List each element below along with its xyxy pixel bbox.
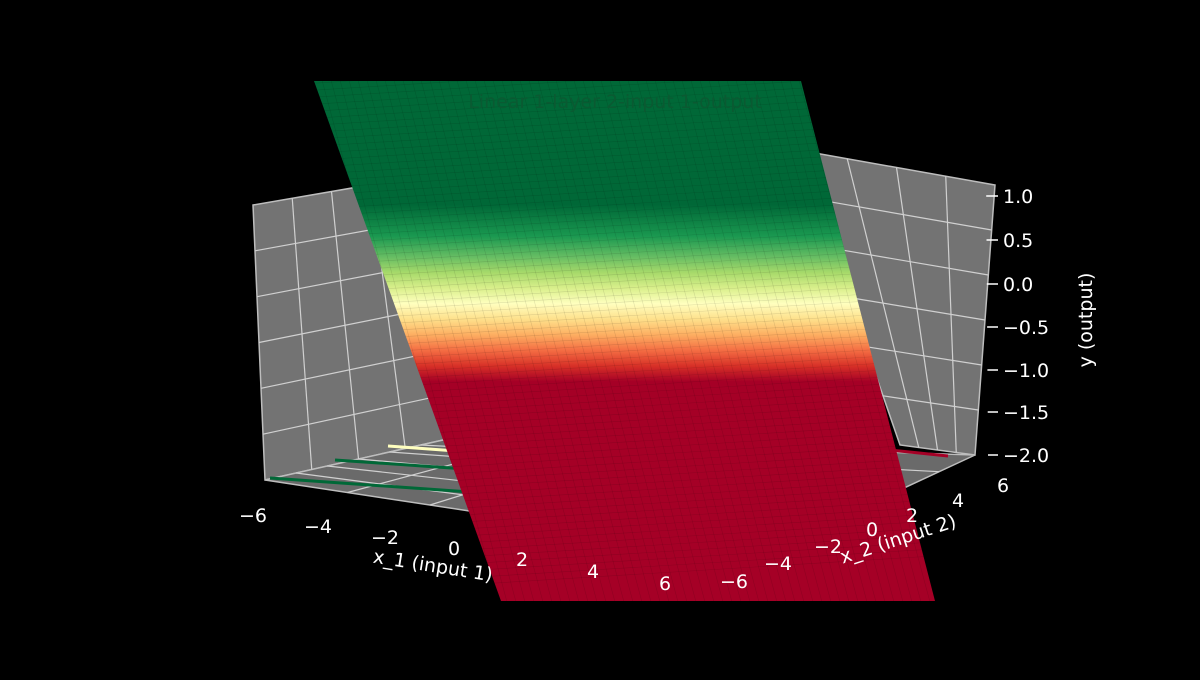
x-tick-label: 4 [587,561,599,583]
z-tick-label: −1.0 [1003,360,1049,382]
z-tick-label: 0.5 [1003,230,1033,252]
z-axis-label: y (output) [1075,273,1097,368]
y-axis-ticks: −6 −4 −2 0 2 4 6 [720,475,1009,593]
z-tick-label: 1.0 [1003,186,1033,208]
y-tick-label: 4 [952,490,964,512]
chart-title: Linear 1-layer 2-input 1-output [468,91,762,113]
y-tick-label: −6 [720,571,748,593]
x-axis-ticks: −6 −4 −2 0 2 4 6 [239,505,671,595]
x-axis-label: x_1 (input 1) [372,546,495,587]
x-tick-label: −4 [304,516,332,538]
y-tick-label: −2 [814,536,842,558]
y-tick-label: 2 [906,505,918,527]
y-tick-label: 0 [866,519,878,541]
y-tick-label: −4 [764,553,792,575]
z-axis-ticks: −2.0 −1.5 −1.0 −0.5 0.0 0.5 1.0 [986,186,1049,467]
z-tick-label: −1.5 [1003,402,1049,424]
x-tick-label: 2 [516,549,528,571]
z-tick-label: −0.5 [1003,317,1049,339]
x-tick-label: 0 [448,538,460,560]
z-tick-label: 0.0 [1003,274,1033,296]
z-tick-label: −2.0 [1003,445,1049,467]
x-tick-label: 6 [659,573,671,595]
x-tick-label: −2 [371,527,399,549]
x-tick-label: −6 [239,505,267,527]
y-tick-label: 6 [997,475,1009,497]
